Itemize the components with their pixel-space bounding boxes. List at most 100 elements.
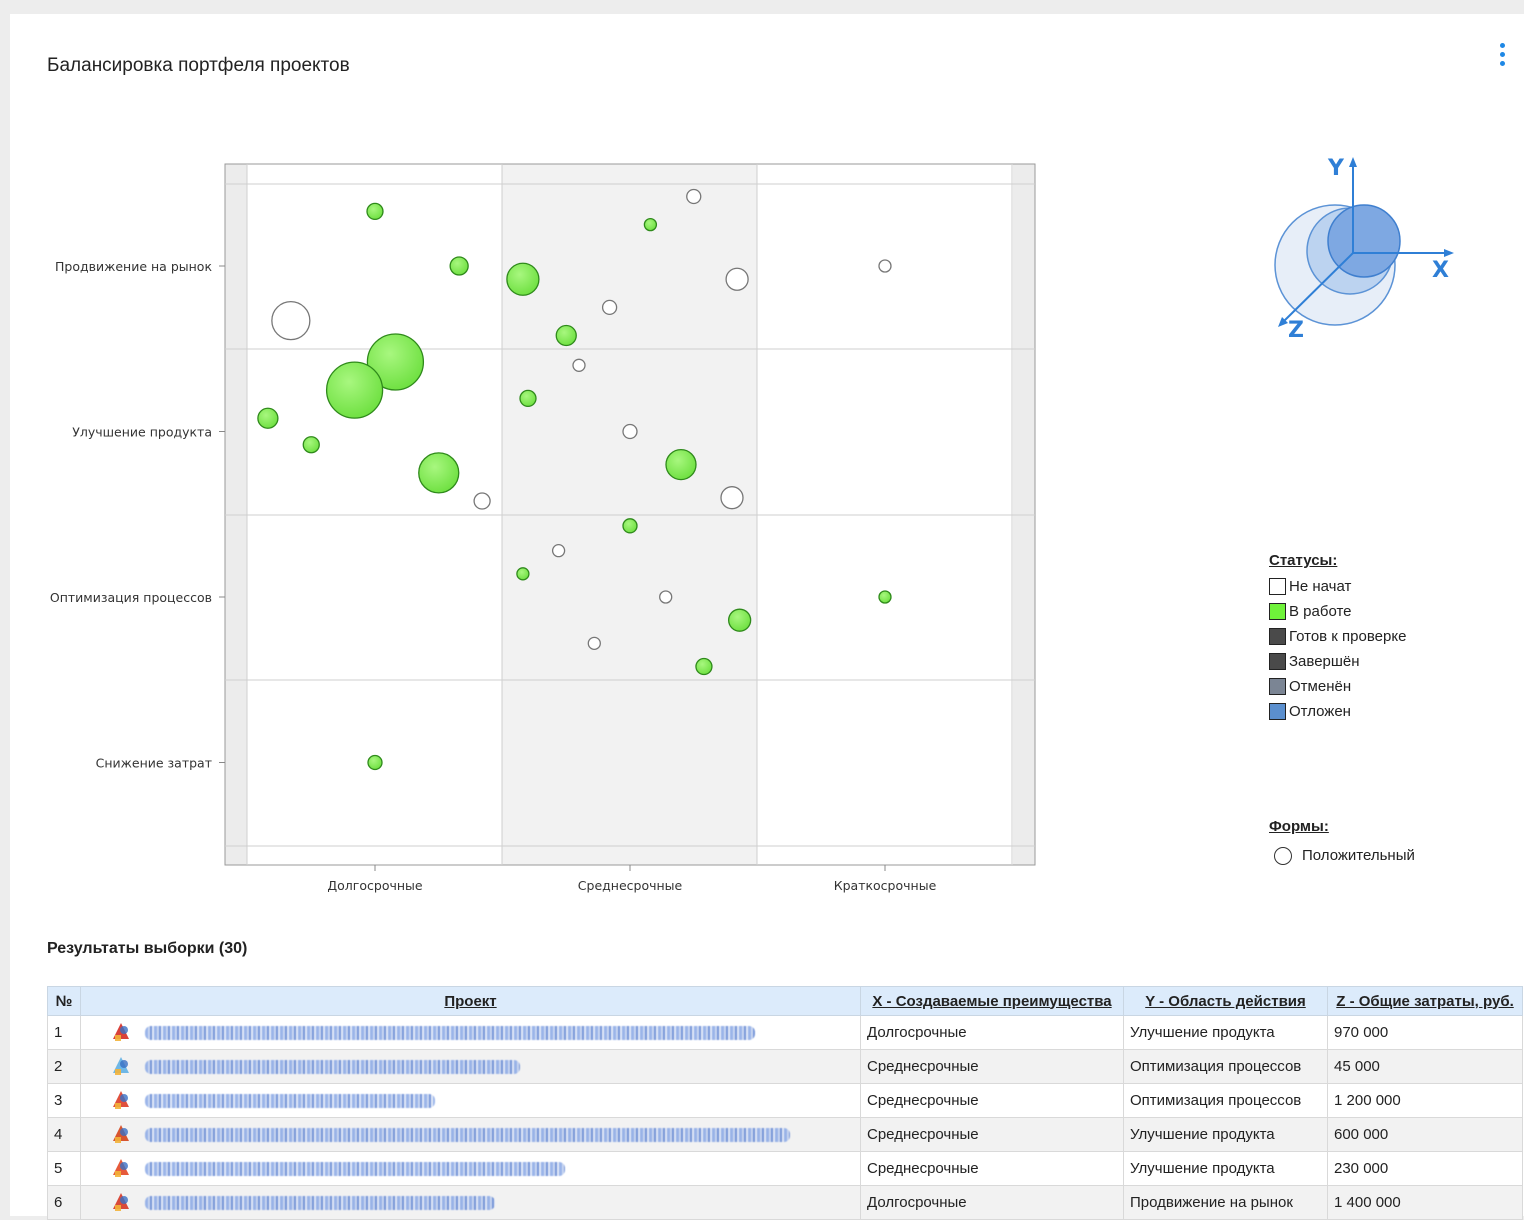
z-cost-cell: 45 000	[1327, 1049, 1523, 1084]
row-number: 6	[47, 1185, 81, 1220]
results-title: Результаты выборки (30)	[47, 940, 248, 957]
x-benefit-cell: Среднесрочные	[860, 1049, 1124, 1084]
project-name-redacted[interactable]	[145, 1195, 495, 1210]
status-legend-item: Завершён	[1269, 649, 1406, 674]
data-bubble	[878, 590, 892, 604]
data-bubble	[473, 492, 491, 510]
z-cost-cell: 970 000	[1327, 1015, 1523, 1050]
col-z[interactable]: Z - Общие затраты, руб.	[1327, 986, 1523, 1016]
status-legend-item: Отменён	[1269, 674, 1406, 699]
data-bubble	[519, 389, 537, 408]
data-bubble	[878, 259, 892, 273]
table-row[interactable]: 5 Среднесрочные Улучшение продукта 230 000	[47, 1151, 1523, 1186]
x-benefit-cell: Среднесрочные	[860, 1083, 1124, 1118]
more-options-button[interactable]	[1488, 38, 1516, 70]
y-tick-label: Продвижение на рынок	[55, 259, 212, 274]
row-number: 2	[47, 1049, 81, 1084]
project-cell[interactable]	[80, 1015, 861, 1050]
z-cost-cell: 230 000	[1327, 1151, 1523, 1186]
data-bubble	[572, 358, 586, 372]
project-avatar-icon	[113, 1022, 129, 1041]
data-bubble	[506, 262, 540, 296]
project-cell[interactable]	[80, 1117, 861, 1152]
status-legend-item: В работе	[1269, 599, 1406, 624]
data-bubble	[418, 452, 460, 494]
status-legend-title: Статусы:	[1269, 552, 1338, 569]
row-number: 5	[47, 1151, 81, 1186]
project-cell[interactable]	[80, 1083, 861, 1118]
y-area-cell: Оптимизация процессов	[1123, 1049, 1328, 1084]
project-avatar-icon	[113, 1090, 129, 1109]
status-swatch	[1269, 653, 1286, 670]
col-y[interactable]: Y - Область действия	[1123, 986, 1328, 1016]
status-label: В работе	[1289, 603, 1352, 620]
data-bubble	[728, 608, 752, 632]
data-bubble	[366, 202, 384, 221]
data-bubble	[643, 217, 658, 232]
status-swatch	[1269, 678, 1286, 695]
data-bubble	[367, 754, 383, 771]
table-row[interactable]: 4 Среднесрочные Улучшение продукта 600 000	[47, 1117, 1523, 1152]
y-tick-label: Снижение затрат	[96, 756, 212, 771]
status-label: Готов к проверке	[1289, 628, 1407, 645]
project-avatar-icon	[113, 1158, 129, 1177]
project-avatar-icon	[113, 1056, 129, 1075]
project-cell[interactable]	[80, 1049, 861, 1084]
z-cost-cell: 1 200 000	[1327, 1083, 1523, 1118]
project-name-redacted[interactable]	[145, 1025, 755, 1040]
data-bubble	[587, 636, 601, 650]
x-benefit-cell: Долгосрочные	[860, 1015, 1124, 1050]
results-table: № Проект X - Создаваемые преимущества Y …	[47, 986, 1523, 1220]
data-bubble	[686, 188, 702, 205]
form-legend-item: Положительный	[1274, 843, 1415, 868]
project-name-redacted[interactable]	[145, 1059, 520, 1074]
x-benefit-cell: Долгосрочные	[860, 1185, 1124, 1220]
y-tick-label: Улучшение продукта	[72, 425, 212, 440]
z-cost-cell: 1 400 000	[1327, 1185, 1523, 1220]
col-project[interactable]: Проект	[80, 986, 861, 1016]
data-bubble	[555, 324, 577, 347]
more-dot-icon	[1499, 42, 1505, 48]
y-area-cell: Улучшение продукта	[1123, 1117, 1328, 1152]
more-dot-icon	[1499, 60, 1505, 66]
xyz-axes-icon: Y X Z	[1274, 156, 1454, 343]
x-tick-label: Краткосрочные	[834, 878, 937, 893]
x-tick-label: Долгосрочные	[327, 878, 423, 893]
status-label: Завершён	[1289, 653, 1360, 670]
table-row[interactable]: 1 Долгосрочные Улучшение продукта 970 000	[47, 1015, 1523, 1050]
row-number: 4	[47, 1117, 81, 1152]
z-cost-cell: 600 000	[1327, 1117, 1523, 1152]
project-name-redacted[interactable]	[145, 1127, 790, 1142]
row-number: 3	[47, 1083, 81, 1118]
x-benefit-cell: Среднесрочные	[860, 1117, 1124, 1152]
col-x[interactable]: X - Создаваемые преимущества	[860, 986, 1124, 1016]
x-axis-letter: X	[1432, 258, 1449, 283]
table-row[interactable]: 3 Среднесрочные Оптимизация процессов 1 200…	[47, 1083, 1523, 1118]
status-swatch	[1269, 703, 1286, 720]
project-name-redacted[interactable]	[145, 1093, 435, 1108]
status-label: Не начат	[1289, 578, 1352, 595]
table-row[interactable]: 2 Среднесрочные Оптимизация процессов 45 00…	[47, 1049, 1523, 1084]
status-legend-item: Готов к проверке	[1269, 624, 1406, 649]
x-benefit-cell: Среднесрочные	[860, 1151, 1124, 1186]
data-bubble	[449, 256, 469, 276]
bubble-chart: Долгосрочные Среднесрочные Краткосрочные Пр…	[50, 163, 1036, 893]
more-dot-icon	[1499, 51, 1505, 57]
form-label: Положительный	[1302, 847, 1415, 864]
data-bubble	[659, 590, 673, 604]
project-name-redacted[interactable]	[145, 1161, 565, 1176]
y-area-cell: Улучшение продукта	[1123, 1015, 1328, 1050]
y-area-cell: Оптимизация процессов	[1123, 1083, 1328, 1118]
data-bubble	[366, 333, 425, 391]
data-bubble	[302, 436, 320, 454]
row-number: 1	[47, 1015, 81, 1050]
data-bubble	[601, 299, 618, 316]
page-title: Балансировка портфеля проектов	[47, 55, 350, 76]
col-number[interactable]: №	[47, 986, 81, 1016]
table-row[interactable]: 6 Долгосрочные Продвижение на рынок 1 400 0…	[47, 1185, 1523, 1220]
x-tick-label: Среднесрочные	[578, 878, 683, 893]
data-bubble	[622, 423, 638, 440]
project-cell[interactable]	[80, 1185, 861, 1220]
data-bubble	[271, 300, 311, 341]
project-cell[interactable]	[80, 1151, 861, 1186]
